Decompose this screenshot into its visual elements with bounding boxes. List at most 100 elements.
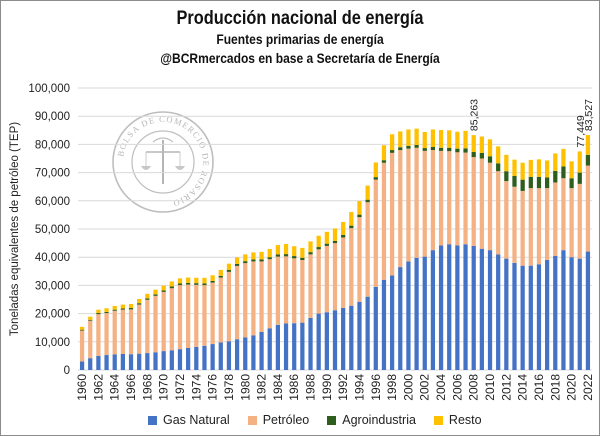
x-tick-label: 2008 bbox=[467, 374, 481, 401]
bar-gas-natural-1978 bbox=[226, 341, 232, 370]
y-tick-labels: 0 10,000 20,000 30,000 40,000 50,000 60,000 70,… bbox=[28, 83, 70, 377]
bar-gas-natural-1993 bbox=[349, 305, 354, 370]
bar-resto-1982 bbox=[259, 251, 264, 260]
bar-resto-1967 bbox=[137, 298, 142, 304]
annotation-label: 85,263 bbox=[469, 99, 481, 131]
bar-petr-leo-1968 bbox=[145, 299, 150, 354]
bar-petr-leo-2006 bbox=[455, 152, 460, 246]
bar-petr-leo-2007 bbox=[463, 152, 468, 245]
bar-gas-natural-2011 bbox=[496, 254, 501, 370]
bar-petr-leo-1985 bbox=[283, 256, 289, 324]
bar-resto-1992 bbox=[341, 221, 346, 235]
bar-resto-1981 bbox=[251, 252, 256, 260]
chart-subtitle: Fuentes primarias de energía bbox=[216, 31, 384, 47]
y-tick-label: 60,000 bbox=[35, 196, 70, 208]
bar-petr-leo-2022 bbox=[585, 165, 591, 252]
legend-item-petr-leo: Petróleo bbox=[247, 413, 309, 427]
bar-agroindustria-2012 bbox=[504, 171, 509, 182]
x-tick-label: 1966 bbox=[124, 374, 138, 401]
bar-gas-natural-1977 bbox=[218, 342, 223, 370]
legend-swatch bbox=[327, 415, 337, 425]
bar-resto-1988 bbox=[308, 241, 313, 253]
bar-resto-1978 bbox=[226, 263, 232, 270]
bar-gas-natural-1998 bbox=[389, 275, 395, 370]
bar-petr-leo-2014 bbox=[520, 190, 525, 266]
bar-agroindustria-1970 bbox=[161, 290, 166, 292]
bar-petr-leo-1979 bbox=[234, 265, 240, 340]
bar-gas-natural-1961 bbox=[88, 358, 93, 370]
bar-gas-natural-1976 bbox=[210, 344, 215, 370]
bar-gas-natural-1996 bbox=[373, 286, 378, 370]
bar-agroindustria-2007 bbox=[463, 148, 468, 153]
bar-agroindustria-1996 bbox=[373, 177, 378, 180]
bar-petr-leo-2021 bbox=[577, 183, 582, 259]
x-tick-label: 1998 bbox=[385, 374, 399, 401]
bar-gas-natural-2021 bbox=[577, 258, 582, 370]
bar-gas-natural-2005 bbox=[447, 244, 452, 370]
chart-titles: Producción nacional de energía Fuentes p… bbox=[0, 8, 600, 68]
bar-agroindustria-1994 bbox=[357, 214, 362, 218]
bar-resto-2019 bbox=[561, 148, 566, 167]
bar-gas-natural-2004 bbox=[438, 245, 444, 370]
y-tick-label: 70,000 bbox=[35, 168, 70, 180]
watermark-seal: BOLSA DE COMERCIO DE ROSARIO bbox=[112, 111, 214, 213]
x-tick-label: 2012 bbox=[499, 374, 513, 401]
bar-gas-natural-2001 bbox=[414, 257, 419, 370]
legend-label: Gas Natural bbox=[163, 413, 230, 427]
bar-agroindustria-1989 bbox=[316, 247, 321, 250]
bar-agroindustria-2008 bbox=[471, 152, 476, 158]
bar-agroindustria-1982 bbox=[259, 259, 264, 262]
bar-resto-2017 bbox=[545, 160, 550, 178]
bar-resto-1998 bbox=[389, 134, 395, 151]
bar-resto-1963 bbox=[104, 308, 109, 312]
bar-petr-leo-2002 bbox=[422, 150, 427, 257]
bar-gas-natural-1962 bbox=[96, 355, 101, 370]
y-tick-label: 10,000 bbox=[35, 337, 70, 349]
bar-gas-natural-1997 bbox=[381, 279, 387, 370]
x-tick-label: 1964 bbox=[108, 374, 122, 401]
bar-agroindustria-1978 bbox=[226, 269, 232, 272]
legend-swatch bbox=[247, 415, 257, 425]
bar-gas-natural-2022 bbox=[585, 251, 591, 370]
bar-petr-leo-1965 bbox=[120, 309, 125, 354]
bar-gas-natural-1985 bbox=[283, 323, 289, 370]
bar-gas-natural-2020 bbox=[569, 257, 574, 370]
x-tick-labels: 1960 1962 1964 1966 1968 1970 1972 1974 1976 1978… bbox=[75, 374, 595, 401]
bar-petr-leo-1960 bbox=[79, 330, 85, 362]
bar-petr-leo-1991 bbox=[332, 243, 338, 311]
bar-gas-natural-1964 bbox=[112, 354, 117, 370]
bar-agroindustria-2017 bbox=[545, 177, 550, 189]
bar-petr-leo-1973 bbox=[186, 284, 191, 349]
bar-gas-natural-2009 bbox=[479, 248, 484, 370]
bar-resto-2007 bbox=[463, 130, 468, 149]
y-tick-label: 90,000 bbox=[35, 111, 70, 123]
y-tick-label: 50,000 bbox=[35, 224, 70, 236]
x-tick-label: 1978 bbox=[222, 374, 236, 401]
bar-gas-natural-1980 bbox=[243, 337, 248, 370]
bar-agroindustria-1986 bbox=[292, 256, 297, 259]
bar-petr-leo-2013 bbox=[512, 186, 517, 263]
bar-agroindustria-1960 bbox=[79, 329, 85, 331]
bar-gas-natural-1986 bbox=[292, 323, 297, 370]
bar-resto-2014 bbox=[520, 162, 525, 180]
bar-agroindustria-1987 bbox=[300, 257, 305, 261]
legend-label: Agroindustria bbox=[342, 413, 416, 427]
bar-resto-2009 bbox=[479, 136, 484, 153]
bars bbox=[79, 128, 591, 370]
seal-outer-ring bbox=[112, 111, 214, 213]
y-axis-label: Toneladas equivalentes de petróleo (TEP) bbox=[9, 122, 21, 336]
bar-petr-leo-1988 bbox=[308, 254, 313, 318]
bar-resto-1991 bbox=[332, 228, 338, 241]
bar-resto-2021 bbox=[577, 151, 582, 173]
bar-agroindustria-2022 bbox=[585, 154, 591, 166]
bar-petr-leo-1966 bbox=[128, 309, 134, 355]
x-tick-label: 1976 bbox=[206, 374, 220, 401]
bar-agroindustria-1984 bbox=[275, 254, 281, 257]
x-tick-label: 1982 bbox=[255, 374, 269, 401]
bar-resto-1973 bbox=[186, 277, 191, 283]
bar-agroindustria-1971 bbox=[169, 286, 174, 289]
bar-petr-leo-1969 bbox=[153, 295, 158, 353]
x-tick-label: 1972 bbox=[173, 374, 187, 401]
bar-agroindustria-1969 bbox=[153, 294, 158, 296]
